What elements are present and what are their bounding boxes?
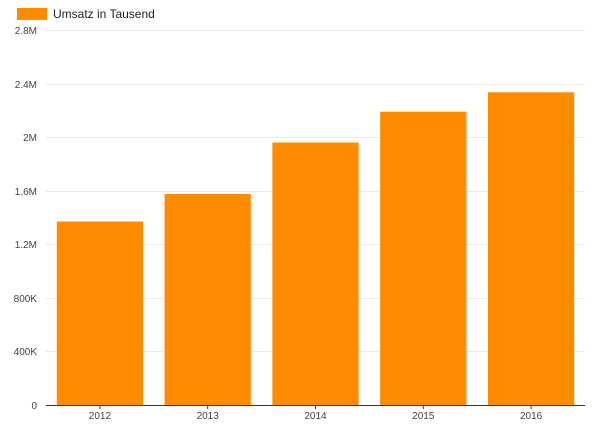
y-tick-label: 1.6M xyxy=(15,187,37,198)
y-tick-label: 2.8M xyxy=(15,26,37,37)
x-tick-label: 2016 xyxy=(520,411,543,422)
bar xyxy=(56,221,144,405)
legend-swatch xyxy=(17,8,47,20)
y-tick-label: 0 xyxy=(31,401,37,412)
y-tick-label: 400K xyxy=(14,347,38,358)
x-tick-label: 2013 xyxy=(197,411,220,422)
x-tick-label: 2015 xyxy=(412,411,435,422)
y-tick-label: 2M xyxy=(23,133,37,144)
chart-legend: Umsatz in Tausend xyxy=(17,6,155,22)
bar xyxy=(272,142,359,405)
legend-label: Umsatz in Tausend xyxy=(53,7,155,21)
x-tick-label: 2014 xyxy=(304,411,327,422)
bar xyxy=(164,194,251,405)
y-tick-label: 1.2M xyxy=(15,240,37,251)
bar xyxy=(487,92,575,405)
y-tick-label: 2.4M xyxy=(15,80,37,91)
x-tick-label: 2012 xyxy=(89,411,112,422)
y-tick-label: 800K xyxy=(14,294,38,305)
bar xyxy=(380,111,467,406)
